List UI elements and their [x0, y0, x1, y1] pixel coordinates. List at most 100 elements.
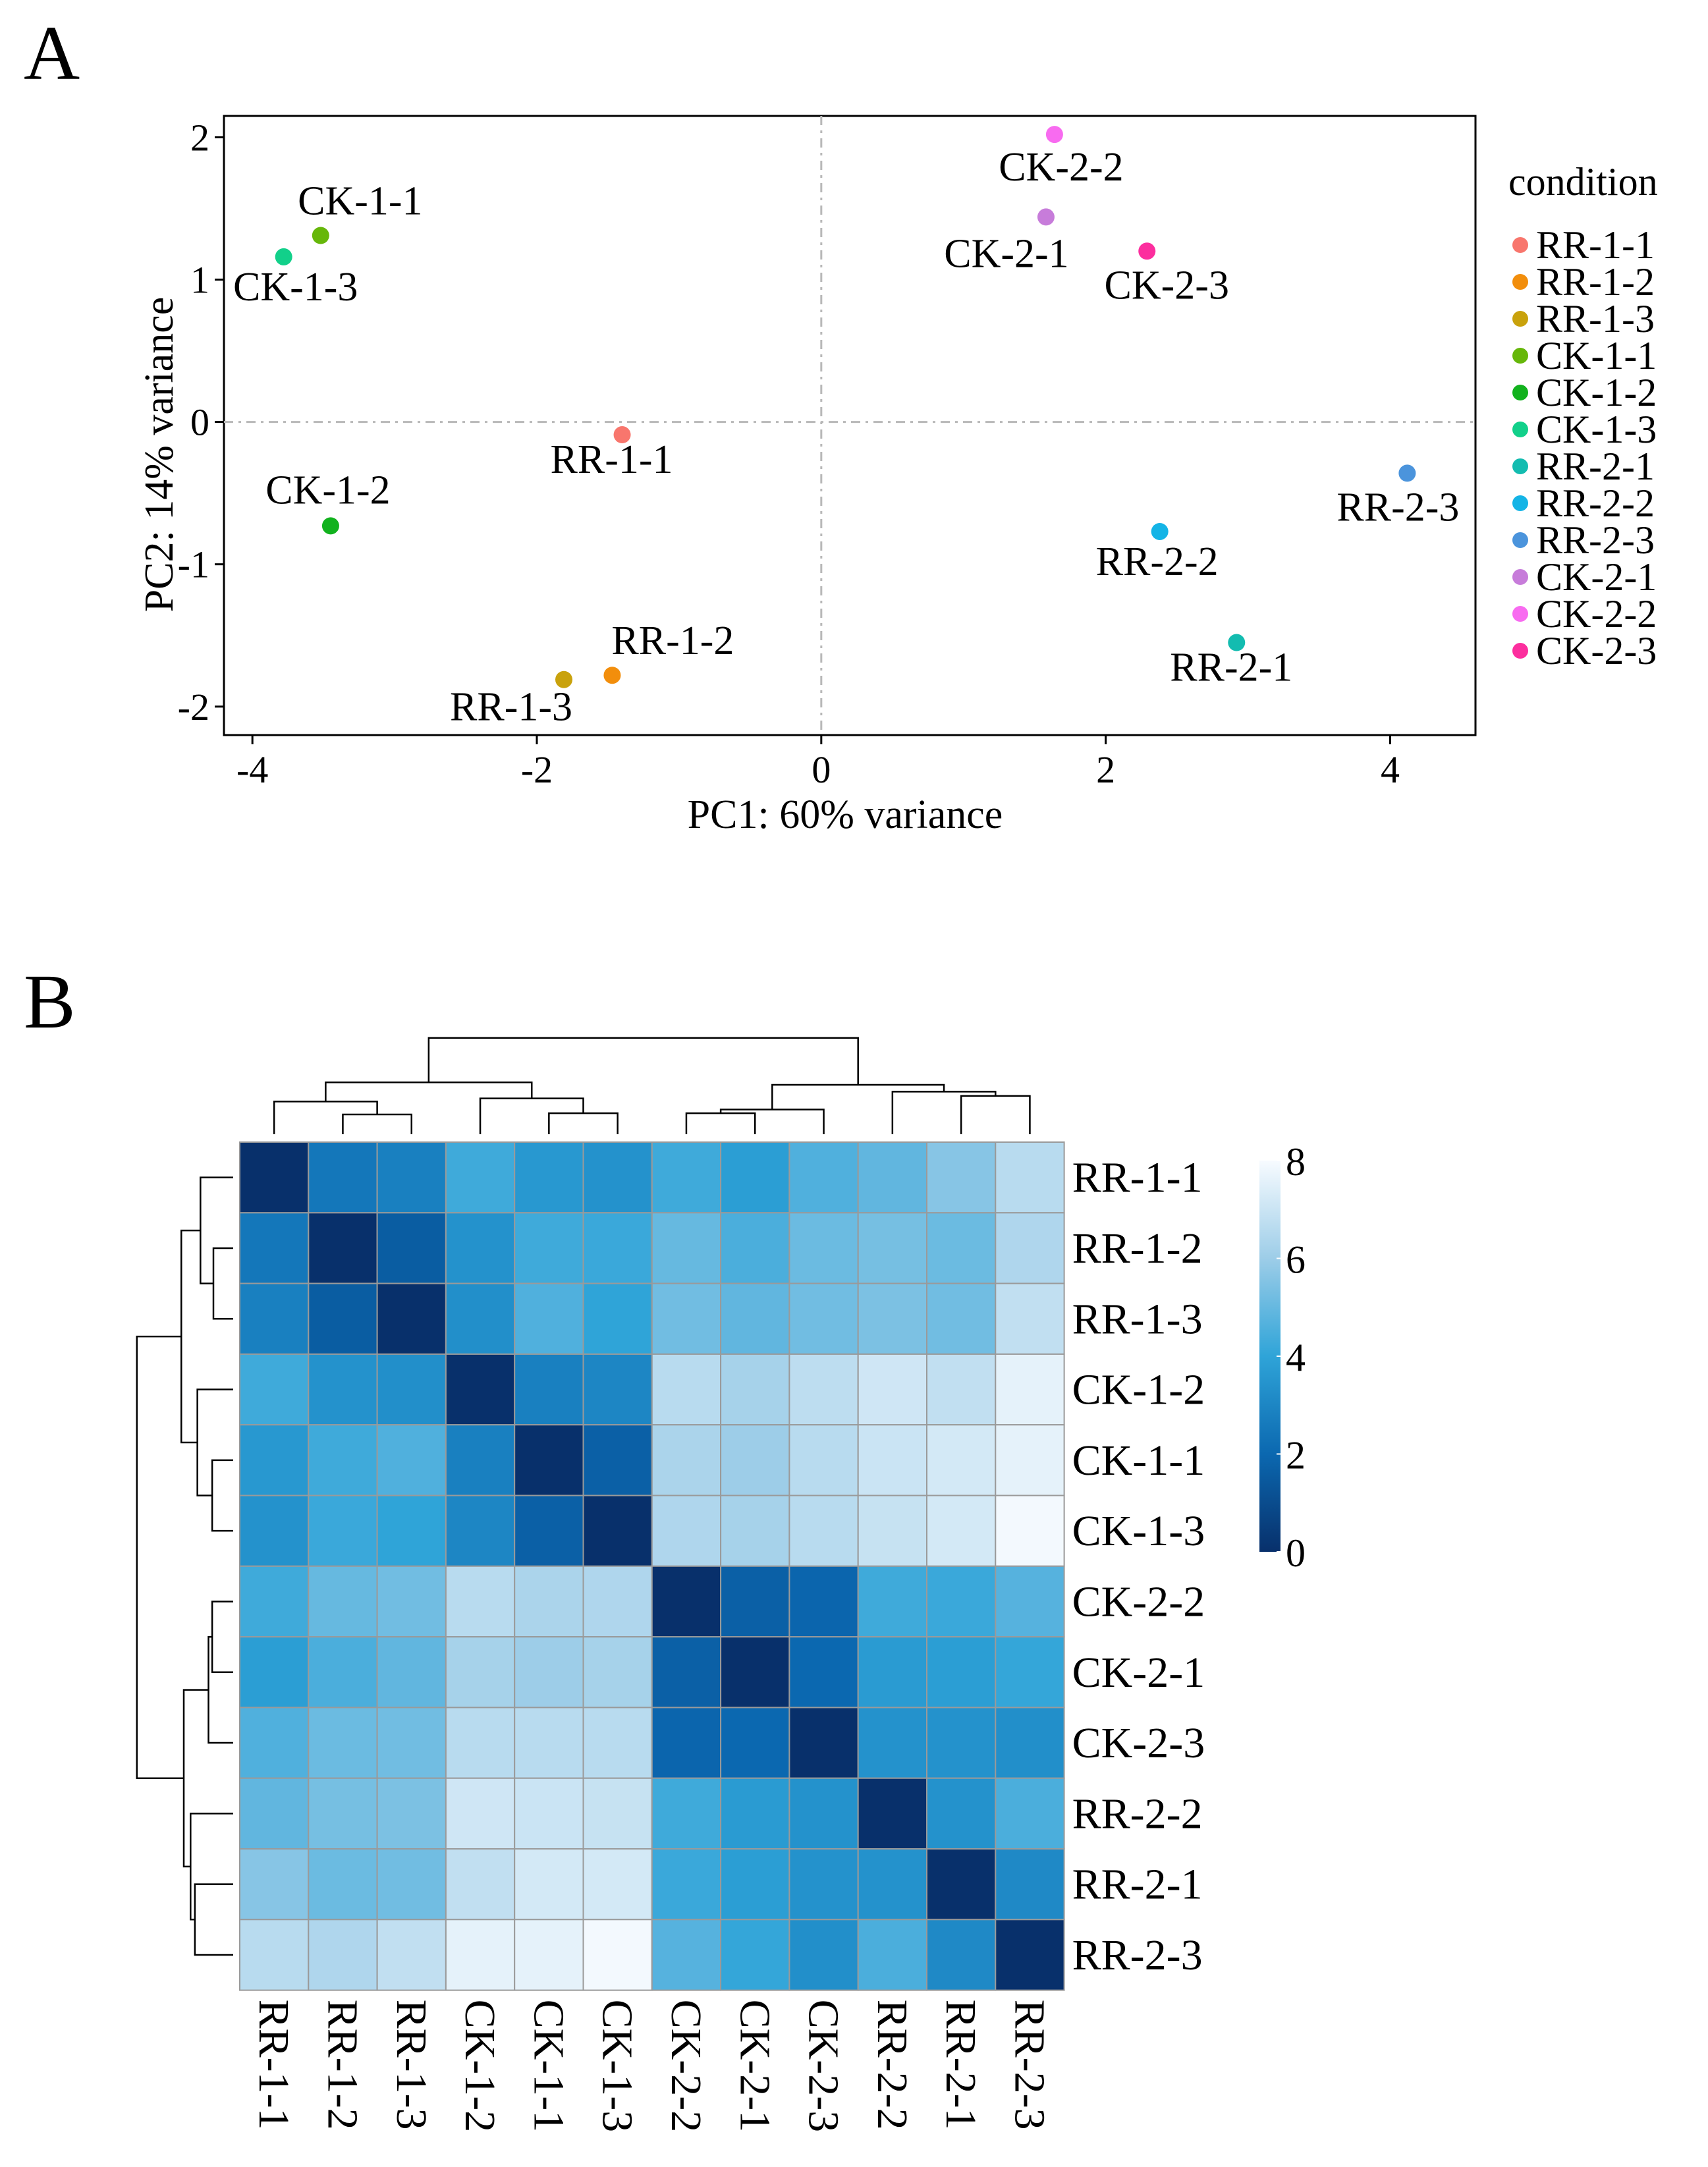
heatmap-cell	[582, 1848, 653, 1921]
heatmap-row-label: RR-2-2	[1072, 1790, 1203, 1838]
heatmap-cell	[239, 1495, 310, 1567]
pca-point-label: RR-1-2	[611, 618, 734, 663]
heatmap-cell	[788, 1141, 859, 1214]
pca-point-ck-2-1	[1037, 208, 1055, 226]
heatmap-cells	[239, 1141, 1065, 1991]
heatmap-cell	[514, 1212, 584, 1284]
y-tick-label: -2	[178, 686, 209, 728]
row-dendrogram-branch	[196, 1388, 233, 1496]
pca-plot-frame	[223, 115, 1477, 736]
heatmap-cell	[445, 1141, 516, 1214]
heatmap-cell	[651, 1353, 722, 1426]
legend-key-ck-1-2	[1512, 385, 1528, 400]
heatmap-cell	[926, 1636, 997, 1709]
heatmap-cell	[926, 1282, 997, 1355]
pca-point-label: CK-1-1	[298, 179, 422, 224]
heatmap-cell	[995, 1212, 1065, 1284]
heatmap-cell	[651, 1141, 722, 1214]
heatmap-cell	[514, 1495, 584, 1567]
heatmap-cell	[788, 1636, 859, 1709]
pca-x-axis-title: PC1: 60% variance	[688, 792, 1003, 837]
legend-key-ck-2-3	[1512, 643, 1528, 659]
heatmap-cell	[376, 1707, 447, 1779]
heatmap-cell	[445, 1848, 516, 1921]
heatmap-cell	[788, 1212, 859, 1284]
heatmap-cell	[788, 1282, 859, 1355]
pca-point-label: CK-1-3	[233, 265, 358, 310]
heatmap-column-label: CK-2-1	[730, 2000, 779, 2133]
heatmap-cell	[788, 1919, 859, 1991]
heatmap-cell	[651, 1777, 722, 1850]
heatmap-row-label: RR-1-2	[1072, 1224, 1203, 1273]
heatmap-cell	[720, 1424, 790, 1496]
heatmap-cell	[788, 1424, 859, 1496]
heatmap-cell	[926, 1777, 997, 1850]
pca-legend: condition RR-1-1RR-1-2RR-1-3CK-1-1CK-1-2…	[1508, 160, 1658, 672]
heatmap-cell	[995, 1495, 1065, 1567]
heatmap-cell	[720, 1919, 790, 1991]
pca-point-label: CK-2-3	[1105, 263, 1229, 308]
heatmap-row-label: CK-2-1	[1072, 1649, 1205, 1697]
heatmap-cell	[788, 1565, 859, 1638]
heatmap-cell	[582, 1424, 653, 1496]
heatmap-row-label: RR-2-3	[1072, 1931, 1203, 1979]
legend-key-ck-1-3	[1512, 422, 1528, 437]
heatmap-cell	[514, 1141, 584, 1214]
pca-point-label: CK-2-1	[944, 231, 1068, 276]
row-dendrogram-branch	[194, 1883, 233, 1956]
heatmap-cell	[308, 1424, 378, 1496]
pca-point-rr-1-2	[603, 667, 621, 684]
legend-label: RR-1-3	[1536, 297, 1655, 341]
legend-key-rr-1-2	[1512, 274, 1528, 290]
colorbar: 0 2 4 6 8	[1259, 1140, 1306, 1575]
heatmap-cell	[376, 1636, 447, 1709]
row-dendrogram	[136, 1176, 233, 1956]
heatmap-cell	[445, 1636, 516, 1709]
heatmap-row-label: CK-1-1	[1072, 1437, 1205, 1485]
heatmap-column-label: CK-2-2	[662, 2000, 710, 2133]
heatmap-column-label: RR-2-1	[937, 2000, 985, 2130]
heatmap-cell	[376, 1424, 447, 1496]
colorbar-label: 0	[1286, 1531, 1306, 1575]
pca-point-label: RR-2-3	[1336, 485, 1459, 530]
heatmap-column-label: CK-1-1	[524, 2000, 572, 2133]
heatmap-cell	[239, 1424, 310, 1496]
heatmap-cell	[308, 1636, 378, 1709]
heatmap-cell	[995, 1141, 1065, 1214]
heatmap-cell	[582, 1707, 653, 1779]
heatmap-cell	[926, 1141, 997, 1214]
heatmap-cell	[376, 1353, 447, 1426]
heatmap-cell	[514, 1848, 584, 1921]
column-dendrogram	[273, 1037, 1031, 1134]
heatmap-cell	[514, 1777, 584, 1850]
heatmap-cell	[720, 1565, 790, 1638]
pca-points	[275, 126, 1416, 688]
heatmap-cell	[788, 1707, 859, 1779]
heatmap-cell	[514, 1282, 584, 1355]
heatmap-column-label: RR-2-3	[1005, 2000, 1053, 2130]
heatmap-cell	[239, 1919, 310, 1991]
panel-a-letter: A	[24, 10, 80, 96]
pca-point-ck-1-3	[275, 248, 292, 265]
heatmap-row-label: CK-2-3	[1072, 1719, 1205, 1767]
heatmap-cell	[995, 1565, 1065, 1638]
legend-label: CK-1-1	[1536, 334, 1657, 377]
heatmap-cell	[857, 1565, 927, 1638]
pca-point-ck-1-1	[312, 227, 329, 244]
heatmap-cell	[376, 1282, 447, 1355]
heatmap-cell	[514, 1707, 584, 1779]
heatmap-cell	[239, 1707, 310, 1779]
pca-point-label: RR-2-1	[1170, 645, 1292, 690]
heatmap-row-label: RR-2-1	[1072, 1861, 1203, 1909]
row-dendrogram-branch	[182, 1689, 209, 1868]
pca-point-ck-2-2	[1045, 126, 1063, 144]
heatmap-column-label: RR-1-1	[250, 2000, 298, 2130]
heatmap-cell	[651, 1495, 722, 1567]
heatmap-cell	[514, 1919, 584, 1991]
pca-point-label: RR-1-1	[551, 437, 673, 482]
pca-point-label: CK-1-2	[265, 468, 390, 512]
pca-point-label: CK-2-2	[999, 145, 1123, 190]
heatmap-row-label: CK-2-2	[1072, 1577, 1205, 1626]
heatmap-row-label: RR-1-3	[1072, 1295, 1203, 1343]
heatmap-cell	[582, 1636, 653, 1709]
